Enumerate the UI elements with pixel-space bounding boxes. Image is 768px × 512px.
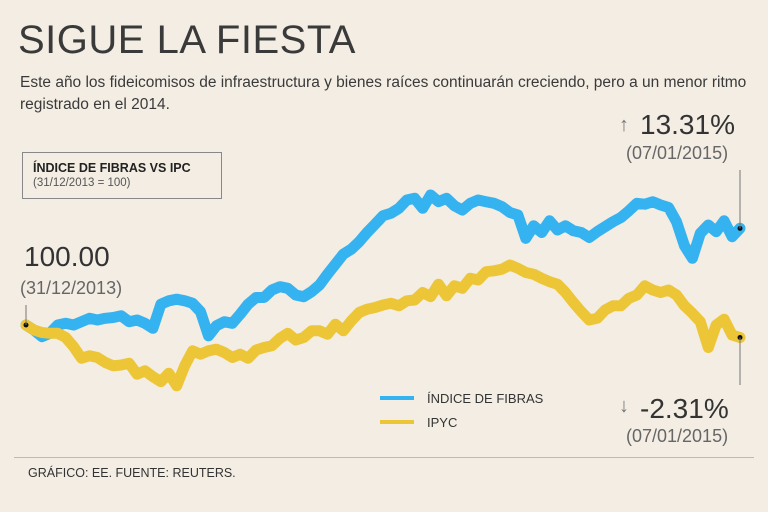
start-date-label: (31/12/2013) bbox=[20, 278, 123, 298]
fibras-end-value-label: 13.31% bbox=[640, 109, 735, 140]
chart-title: SIGUE LA FIESTA bbox=[18, 18, 356, 62]
series-line-fibras bbox=[20, 189, 746, 343]
legend-label-fibras: ÍNDICE DE FIBRAS bbox=[427, 391, 544, 406]
legend-label-ipyc: IPYC bbox=[427, 415, 457, 430]
start-value-label: 100.00 bbox=[24, 241, 110, 272]
legend-box-subheading: (31/12/2013 = 100) bbox=[33, 177, 131, 189]
index-legend-box: ÍNDICE DE FIBRAS VS IPC (31/12/2013 = 10… bbox=[22, 152, 222, 199]
leader-layer bbox=[23, 170, 743, 385]
ipyc-end-date-label: (07/01/2015) bbox=[626, 426, 729, 446]
fibras-end-date-label: (07/01/2015) bbox=[626, 143, 729, 163]
chart-subtitle: Este año los fideicomisos de infraestruc… bbox=[20, 74, 747, 113]
footer-divider bbox=[14, 457, 754, 458]
legend-box-heading: ÍNDICE DE FIBRAS VS IPC bbox=[33, 161, 191, 175]
up-arrow-icon: ↑ bbox=[619, 114, 629, 136]
series-layer bbox=[20, 189, 746, 392]
source-credit: GRÁFICO: EE. FUENTE: REUTERS. bbox=[28, 466, 236, 480]
series-legend: ÍNDICE DE FIBRAS IPYC bbox=[380, 391, 544, 430]
ipyc-end-value-label: -2.31% bbox=[640, 393, 729, 424]
down-arrow-icon: ↓ bbox=[619, 395, 629, 417]
series-line-ipyc bbox=[20, 259, 746, 392]
